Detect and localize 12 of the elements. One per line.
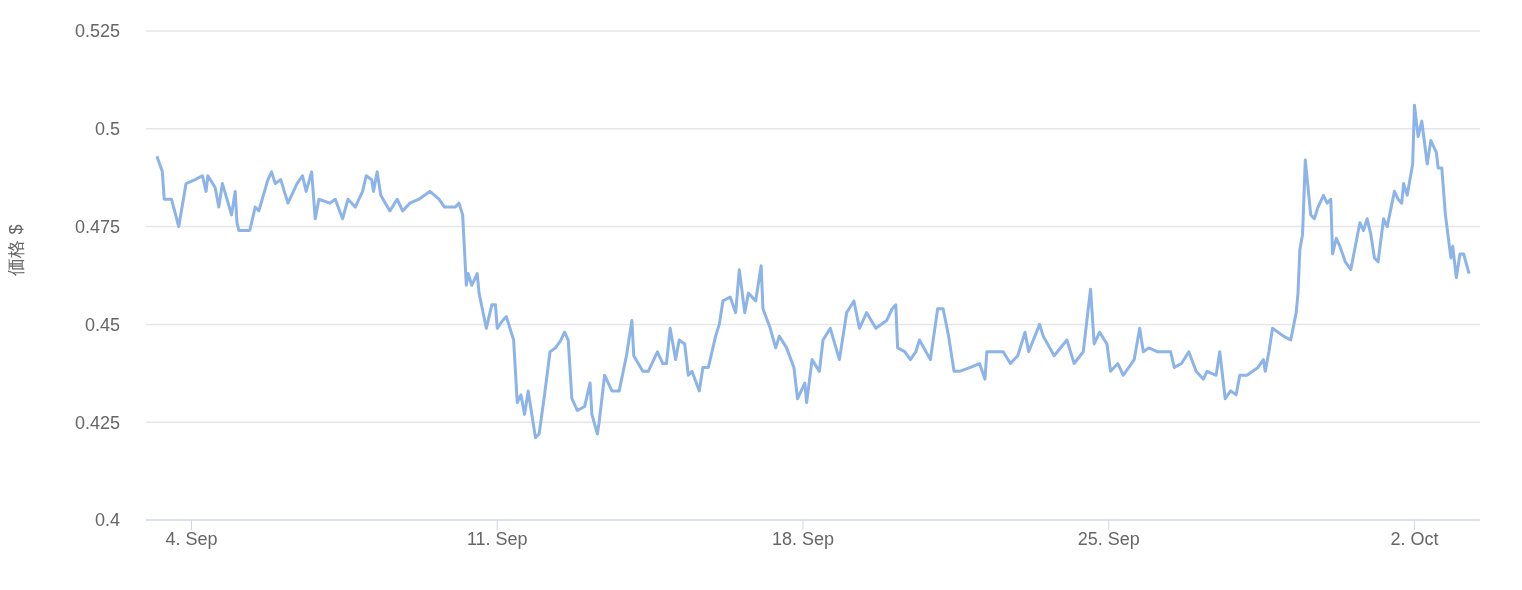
y-tick-label: 0.425 [74, 412, 120, 433]
y-tick-label: 0.5 [94, 119, 120, 140]
y-tick-label: 0.4 [94, 510, 120, 531]
y-tick-label: 0.45 [84, 314, 120, 335]
x-tick-label: 2. Oct [1390, 528, 1439, 549]
x-tick-label: 18. Sep [771, 528, 835, 549]
y-axis-title: 価格 $ [6, 224, 27, 276]
x-tick-label: 11. Sep [466, 528, 528, 549]
x-tick-label: 4. Sep [165, 528, 218, 549]
y-tick-label: 0.525 [74, 21, 120, 42]
y-tick-label: 0.475 [74, 216, 120, 237]
x-tick-label: 25. Sep [1077, 528, 1140, 549]
